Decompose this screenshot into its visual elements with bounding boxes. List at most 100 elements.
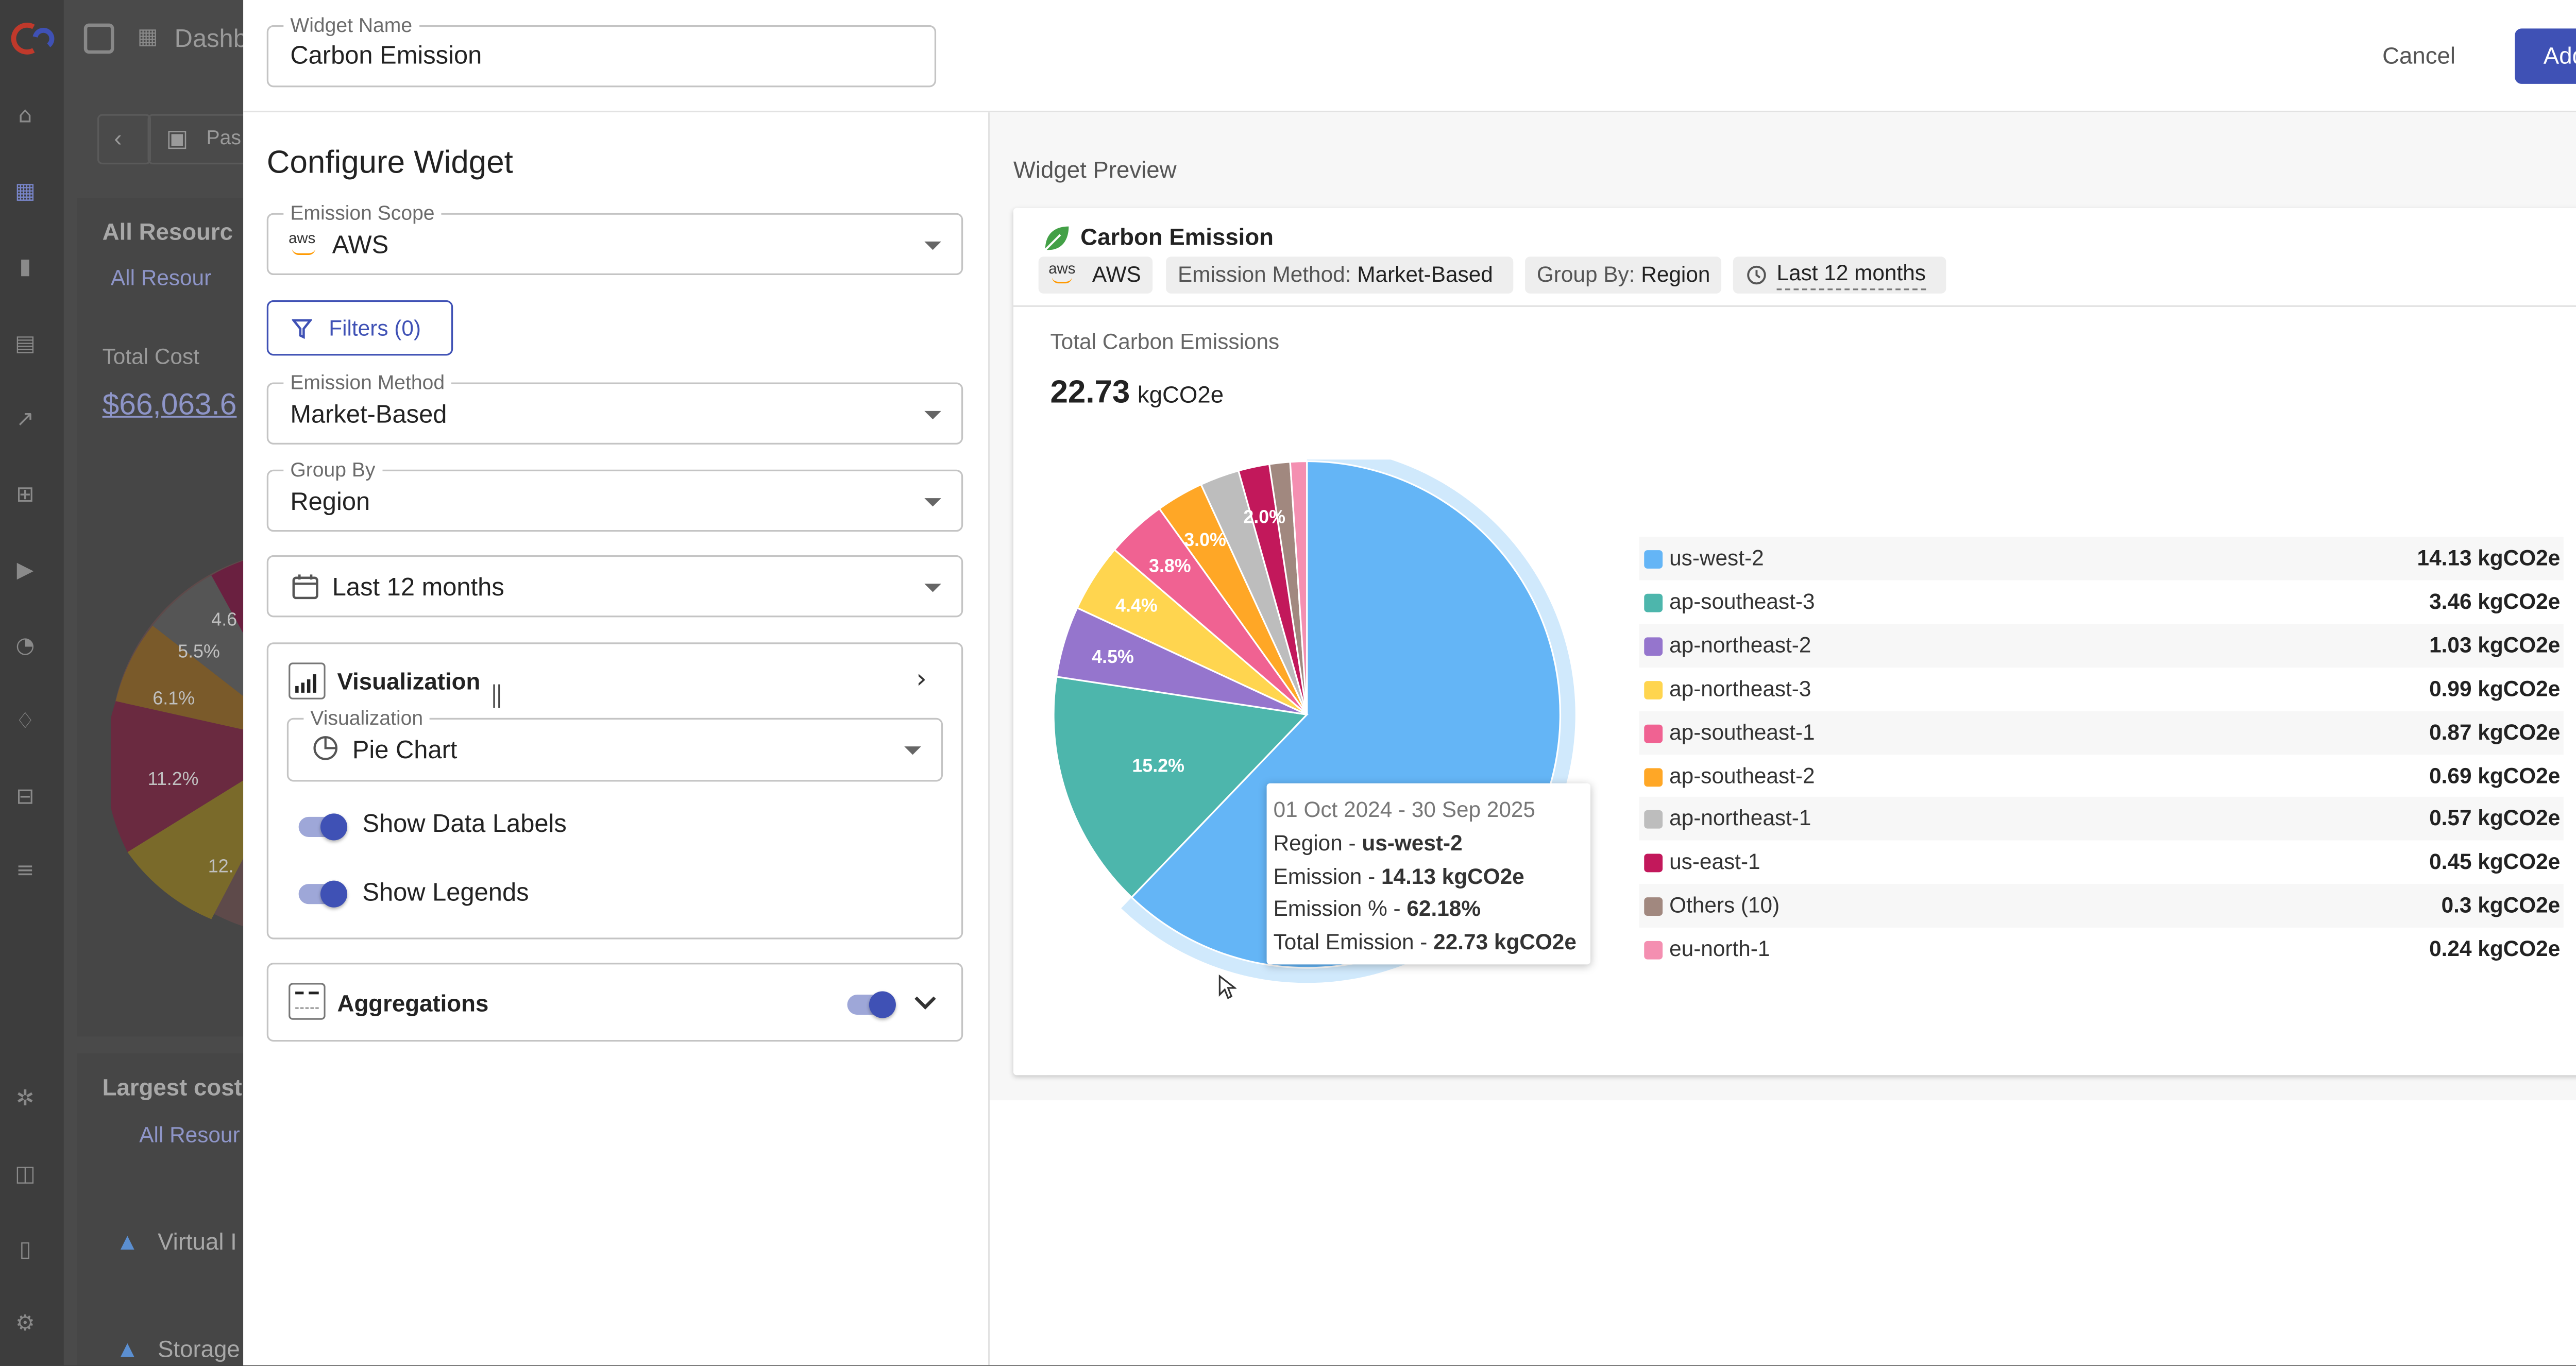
legend-item[interactable]: eu-north-1 0.24 kgCO2e	[1639, 928, 2564, 971]
total-emissions-unit: kgCO2e	[1137, 381, 1224, 408]
tooltip-region-key: Region -	[1273, 830, 1362, 856]
emission-scope-value: AWS	[332, 231, 389, 260]
play-icon[interactable]: ▶	[16, 558, 34, 584]
legend-value: 0.45 kgCO2e	[2429, 849, 2561, 875]
chevron-down-icon	[924, 241, 941, 250]
list-icon[interactable]: ≡	[16, 859, 35, 884]
app-logo-icon	[11, 22, 55, 55]
pie-slice[interactable]	[1289, 460, 1308, 715]
history-icon[interactable]: ◔	[15, 634, 35, 659]
workflow-icon[interactable]: ⊟	[16, 784, 35, 810]
tooltip-percent: Emission % - 62.18%	[1274, 896, 1481, 921]
gear-icon[interactable]: ⚙	[15, 1311, 35, 1337]
visualization-type-label: Visualization	[303, 706, 430, 730]
legend-item[interactable]: ap-southeast-3 3.46 kgCO2e	[1639, 580, 2564, 624]
settings-cluster-icon[interactable]: ✲	[16, 1087, 35, 1112]
legend-item[interactable]: ap-northeast-2 1.03 kgCO2e	[1639, 623, 2564, 668]
cost-icon[interactable]: ⊞	[16, 483, 35, 508]
pie-data-label: 3.8%	[1149, 555, 1191, 576]
chevron-down-icon[interactable]	[914, 988, 936, 1010]
azure-icon: ▲	[115, 1227, 139, 1255]
legend-item[interactable]: ap-southeast-2 0.69 kgCO2e	[1639, 754, 2564, 798]
lightbulb-icon[interactable]: ♢	[15, 709, 35, 735]
total-cost-value[interactable]: $66,063.6	[102, 387, 237, 421]
show-data-labels-toggle[interactable]	[298, 813, 348, 841]
legend-item[interactable]: Others (10) 0.3 kgCO2e	[1639, 884, 2564, 928]
bg-pie-label: 5.5%	[178, 642, 220, 663]
legend-label: ap-southeast-2	[1669, 762, 1815, 788]
trend-icon[interactable]: ↗	[16, 407, 35, 433]
tooltip-date-range: 01 Oct 2024 - 30 Sep 2025	[1273, 796, 1536, 822]
method-chip-key: Emission Method:	[1177, 261, 1351, 287]
configure-title: Configure Widget	[266, 146, 513, 181]
date-range-select[interactable]: Last 12 months	[266, 555, 963, 618]
bg-pie-label: 4.6	[211, 610, 238, 631]
date-range-value: Last 12 months	[332, 573, 504, 603]
visualization-type-select[interactable]: Visualization Pie Chart	[286, 706, 943, 782]
legend-value: 0.99 kgCO2e	[2429, 675, 2561, 701]
group-by-label: Group By	[283, 457, 382, 482]
bar-chart-icon[interactable]: ▮	[19, 254, 31, 280]
emission-method-select[interactable]: Emission Method Market-Based	[266, 370, 963, 445]
widget-card-header: Carbon Emission aws AWS Emission Method:…	[1013, 208, 2576, 307]
widget-name-value[interactable]: Carbon Emission	[290, 42, 482, 71]
section2-link[interactable]: All Resour	[139, 1122, 240, 1148]
document-icon[interactable]: ▯	[19, 1238, 31, 1263]
legend-swatch	[1644, 767, 1663, 786]
bg-pie-label: 11.2%	[147, 770, 199, 790]
preview-panel: Widget Preview Carbon Emission aws AWS E…	[990, 112, 2576, 1365]
period-chip-value: Last 12 months	[1776, 257, 1926, 291]
legend-swatch	[1644, 854, 1663, 873]
chevron-right-icon[interactable]: ›	[916, 662, 927, 695]
total-cost-label: Total Cost	[102, 344, 199, 369]
tooltip-total-value: 22.73 kgCO2e	[1433, 929, 1577, 954]
legend-item[interactable]: ap-northeast-1 0.57 kgCO2e	[1639, 797, 2564, 841]
period-chip: Last 12 months	[1733, 257, 1946, 294]
prev-period-button[interactable]: ‹	[97, 114, 151, 165]
home-icon[interactable]: ⌂	[18, 104, 32, 129]
legend-label: ap-southeast-3	[1669, 588, 1815, 614]
scope-chip-value: AWS	[1092, 261, 1141, 287]
clock-icon	[1747, 265, 1766, 285]
cancel-button[interactable]: Cancel	[2382, 42, 2456, 69]
add-button[interactable]: Add	[2515, 28, 2576, 84]
legend-item[interactable]: ap-northeast-3 0.99 kgCO2e	[1639, 667, 2564, 711]
resize-handle[interactable]	[493, 684, 500, 708]
group-by-select[interactable]: Group By Region	[266, 457, 963, 532]
legend-item[interactable]: us-east-1 0.45 kgCO2e	[1639, 841, 2564, 884]
nav-rail: ⌂ ▦ ▮ ▤ ↗ ⊞ ▶ ◔ ♢ ⊟ ≡ ✲ ◫ ▯ ⚙	[0, 0, 64, 1365]
background-pie	[110, 555, 262, 932]
visualization-section: Visualization › Visualization Pie Chart …	[266, 642, 963, 940]
section1-link[interactable]: All Resour	[110, 265, 212, 291]
show-legends-toggle[interactable]	[298, 880, 348, 908]
legend-label: us-east-1	[1669, 849, 1760, 875]
report-icon[interactable]: ▤	[14, 332, 36, 357]
resource-row[interactable]: Virtual I	[158, 1227, 237, 1255]
group-chip-value: Region	[1641, 261, 1710, 287]
pie-slice[interactable]	[1053, 675, 1309, 899]
widget-name-field[interactable]: Widget Name Carbon Emission	[266, 13, 937, 88]
emission-scope-select[interactable]: Emission Scope aws AWS	[266, 201, 963, 276]
cup-icon[interactable]: ◫	[14, 1162, 36, 1188]
pie-data-label: 4.5%	[1092, 646, 1134, 667]
sidebar-toggle-icon[interactable]	[83, 23, 114, 54]
legend-label: eu-north-1	[1669, 936, 1770, 962]
section1-title: All Resourc	[102, 218, 233, 245]
period-selector[interactable]: ▣ Pas	[147, 114, 252, 165]
pie-chart-icon	[313, 736, 338, 760]
filters-button[interactable]: Filters (0)	[266, 300, 453, 356]
pie-data-label: 3.0%	[1184, 530, 1226, 550]
visualization-chart-icon	[289, 662, 326, 699]
aggregations-toggle[interactable]	[847, 991, 896, 1018]
total-emissions-label: Total Carbon Emissions	[1050, 329, 1280, 354]
legend-item[interactable]: ap-southeast-1 0.87 kgCO2e	[1639, 710, 2564, 755]
resource-row[interactable]: Storage	[158, 1335, 240, 1362]
dashboard-grid-icon: ▦	[137, 25, 158, 50]
dashboard-icon[interactable]: ▦	[14, 179, 36, 205]
calendar-icon	[292, 574, 318, 600]
scope-chip: aws AWS	[1038, 257, 1153, 294]
legend-item[interactable]: us-west-2 14.13 kgCO2e	[1639, 537, 2564, 580]
widget-name-label: Widget Name	[283, 13, 419, 37]
aws-smile-icon	[1052, 277, 1072, 284]
emission-method-label: Emission Method	[283, 370, 452, 395]
